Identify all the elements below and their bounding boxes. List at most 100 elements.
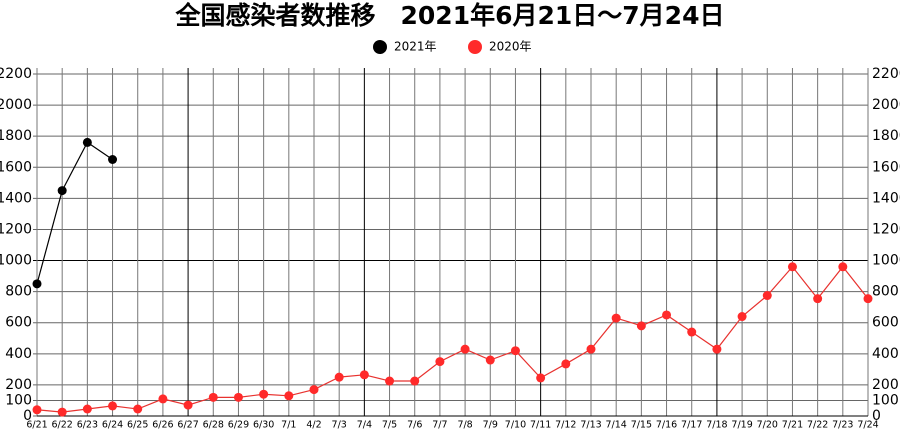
data-point xyxy=(787,262,797,272)
y2-tick-label: 1600 xyxy=(872,159,900,175)
x-tick-label: 6/25 xyxy=(127,420,148,430)
y2-tick-label: 600 xyxy=(872,315,899,331)
x-tick-label: 7/18 xyxy=(706,420,727,430)
data-point xyxy=(309,385,319,395)
x-tick-label: 6/29 xyxy=(228,420,249,430)
x-tick-label: 6/28 xyxy=(203,420,224,430)
x-tick-label: 4/2 xyxy=(306,420,321,430)
x-tick-label: 7/7 xyxy=(432,420,447,430)
data-point xyxy=(359,370,369,380)
data-point xyxy=(586,344,596,354)
x-tick-label: 7/10 xyxy=(505,420,526,430)
data-point xyxy=(687,327,697,337)
y-tick-label: 100 xyxy=(5,392,32,408)
y2-tick-label: 1400 xyxy=(872,190,900,206)
x-tick-label: 7/23 xyxy=(832,420,853,430)
y-tick-label: 1200 xyxy=(0,221,32,237)
y-tick-label: 600 xyxy=(5,315,32,331)
x-tick-label: 6/22 xyxy=(52,420,73,430)
data-point xyxy=(208,392,218,402)
y-tick-label: 400 xyxy=(5,346,32,362)
y-tick-label: 1800 xyxy=(0,128,32,144)
data-point xyxy=(838,262,848,272)
y2-tick-label: 2200 xyxy=(872,66,900,82)
data-point xyxy=(57,186,67,196)
data-point xyxy=(334,372,344,382)
legend-marker xyxy=(373,40,387,54)
y-tick-label: 200 xyxy=(5,377,32,393)
x-tick-label: 7/21 xyxy=(782,420,803,430)
x-tick-label: 7/9 xyxy=(483,420,498,430)
x-tick-label: 7/16 xyxy=(656,420,677,430)
data-point xyxy=(32,405,42,415)
x-tick-label: 6/21 xyxy=(26,420,47,430)
x-tick-label: 7/13 xyxy=(580,420,601,430)
data-point xyxy=(233,392,243,402)
x-tick-label: 7/14 xyxy=(606,420,627,430)
data-point xyxy=(183,400,193,410)
x-tick-label: 7/20 xyxy=(757,420,778,430)
x-tick-label: 7/15 xyxy=(631,420,652,430)
legend-marker xyxy=(468,40,482,54)
y2-tick-label: 400 xyxy=(872,346,899,362)
data-point xyxy=(259,389,269,399)
y-tick-label: 0 xyxy=(23,408,32,424)
y2-tick-label: 200 xyxy=(872,377,899,393)
x-tick-label: 7/12 xyxy=(555,420,576,430)
data-point xyxy=(510,346,520,356)
data-point xyxy=(32,279,42,289)
y2-tick-label: 1000 xyxy=(872,253,900,269)
data-point xyxy=(662,310,672,320)
y-tick-label: 2200 xyxy=(0,66,32,82)
x-tick-label: 7/3 xyxy=(332,420,347,430)
data-point xyxy=(108,401,118,411)
y-tick-label: 1000 xyxy=(0,253,32,269)
data-point xyxy=(485,355,495,365)
y2-tick-label: 0 xyxy=(872,408,881,424)
x-tick-label: 6/26 xyxy=(152,420,173,430)
y-tick-label: 1400 xyxy=(0,190,32,206)
x-tick-label: 7/17 xyxy=(681,420,702,430)
x-tick-label: 7/4 xyxy=(357,420,372,430)
data-point xyxy=(410,376,420,386)
data-point xyxy=(636,321,646,331)
data-point xyxy=(158,394,168,404)
data-point xyxy=(611,313,621,323)
x-tick-label: 6/30 xyxy=(253,420,274,430)
x-tick-label: 6/24 xyxy=(102,420,123,430)
x-tick-label: 7/24 xyxy=(857,420,878,430)
data-point xyxy=(108,155,118,164)
data-point xyxy=(813,294,823,304)
y-tick-label: 1600 xyxy=(0,159,32,175)
data-point xyxy=(863,294,873,304)
x-tick-label: 6/27 xyxy=(177,420,198,430)
y2-tick-label: 800 xyxy=(872,284,899,300)
data-point xyxy=(385,376,395,386)
data-point xyxy=(284,391,294,401)
x-tick-label: 7/6 xyxy=(407,420,422,430)
data-point xyxy=(82,404,92,414)
y2-tick-label: 100 xyxy=(872,392,899,408)
data-point xyxy=(57,407,67,417)
x-tick-label: 7/8 xyxy=(457,420,472,430)
x-tick-label: 7/11 xyxy=(530,420,551,430)
x-tick-label: 7/5 xyxy=(382,420,397,430)
data-point xyxy=(536,373,546,383)
data-point xyxy=(737,312,747,322)
x-tick-label: 6/23 xyxy=(77,420,98,430)
x-tick-label: 7/19 xyxy=(731,420,752,430)
x-tick-label: 7/22 xyxy=(807,420,828,430)
y2-tick-label: 2000 xyxy=(872,97,900,113)
legend-label: 2021年 xyxy=(394,40,437,54)
y-tick-label: 2000 xyxy=(0,97,32,113)
legend-label: 2020年 xyxy=(489,40,532,54)
y2-tick-label: 1200 xyxy=(872,221,900,237)
data-point xyxy=(712,344,722,354)
data-point xyxy=(82,137,92,147)
y-tick-label: 800 xyxy=(5,284,32,300)
data-point xyxy=(561,359,571,369)
y2-tick-label: 1800 xyxy=(872,128,900,144)
data-point xyxy=(133,404,143,414)
data-point xyxy=(762,291,772,301)
